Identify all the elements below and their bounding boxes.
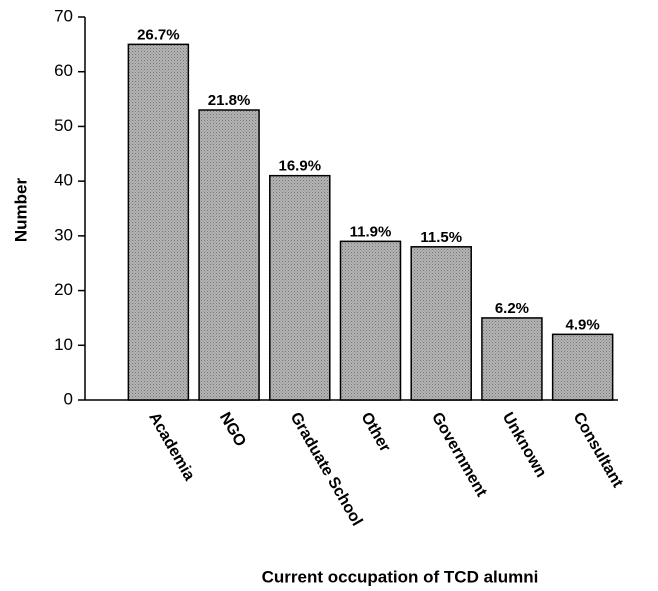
x-axis-title: Current occupation of TCD alumni: [262, 567, 539, 586]
y-axis-title: Number: [11, 178, 30, 243]
value-label: 26.7%: [137, 26, 180, 43]
y-tick-label: 50: [54, 116, 73, 135]
bar: [198, 109, 260, 401]
x-tick-label: Other: [357, 410, 393, 455]
value-label: 6.2%: [495, 300, 529, 317]
value-label: 4.9%: [566, 316, 600, 333]
bar: [339, 240, 402, 401]
x-tick-label: Unknown: [499, 410, 550, 481]
x-tick-label: NGO: [216, 410, 249, 450]
bar: [551, 333, 614, 401]
y-tick-label: 60: [54, 61, 73, 80]
bar: [127, 43, 190, 401]
value-label: 11.9%: [350, 223, 392, 240]
y-tick-label: 30: [54, 225, 73, 244]
value-label: 11.5%: [420, 229, 462, 246]
y-tick-label: 70: [54, 6, 73, 25]
x-tick-label: Academia: [145, 410, 198, 484]
bar: [269, 174, 331, 401]
x-tick-label: Graduate School: [287, 410, 366, 529]
y-tick-label: 20: [54, 280, 73, 299]
y-tick-label: 10: [54, 335, 73, 354]
value-label: 21.8%: [208, 92, 251, 109]
bar: [410, 246, 472, 401]
value-label: 16.9%: [279, 158, 322, 175]
x-tick-label: Government: [428, 410, 490, 501]
bar: [481, 317, 543, 401]
x-tick-label: Consultant: [570, 410, 627, 491]
y-tick-label: 0: [64, 389, 73, 408]
y-tick-label: 40: [54, 171, 73, 190]
